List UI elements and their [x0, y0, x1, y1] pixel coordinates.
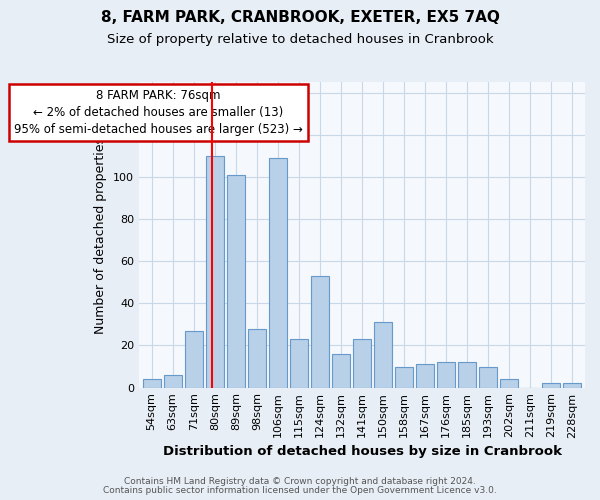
Text: Contains HM Land Registry data © Crown copyright and database right 2024.: Contains HM Land Registry data © Crown c… — [124, 477, 476, 486]
Text: 8, FARM PARK, CRANBROOK, EXETER, EX5 7AQ: 8, FARM PARK, CRANBROOK, EXETER, EX5 7AQ — [101, 10, 499, 25]
Text: 8 FARM PARK: 76sqm
← 2% of detached houses are smaller (13)
95% of semi-detached: 8 FARM PARK: 76sqm ← 2% of detached hous… — [14, 89, 303, 136]
Bar — [206, 156, 224, 388]
Bar — [542, 384, 560, 388]
Text: Contains public sector information licensed under the Open Government Licence v3: Contains public sector information licen… — [103, 486, 497, 495]
X-axis label: Distribution of detached houses by size in Cranbrook: Distribution of detached houses by size … — [163, 444, 562, 458]
Bar — [353, 339, 371, 388]
Bar — [374, 322, 392, 388]
Bar — [458, 362, 476, 388]
Bar — [563, 384, 581, 388]
Bar — [290, 339, 308, 388]
Text: Size of property relative to detached houses in Cranbrook: Size of property relative to detached ho… — [107, 32, 493, 46]
Bar — [332, 354, 350, 388]
Bar — [227, 175, 245, 388]
Bar — [479, 366, 497, 388]
Bar — [164, 375, 182, 388]
Bar — [269, 158, 287, 388]
Bar — [500, 379, 518, 388]
Bar — [395, 366, 413, 388]
Y-axis label: Number of detached properties: Number of detached properties — [94, 136, 107, 334]
Bar — [248, 328, 266, 388]
Bar — [185, 331, 203, 388]
Bar — [143, 379, 161, 388]
Bar — [437, 362, 455, 388]
Bar — [416, 364, 434, 388]
Bar — [311, 276, 329, 388]
